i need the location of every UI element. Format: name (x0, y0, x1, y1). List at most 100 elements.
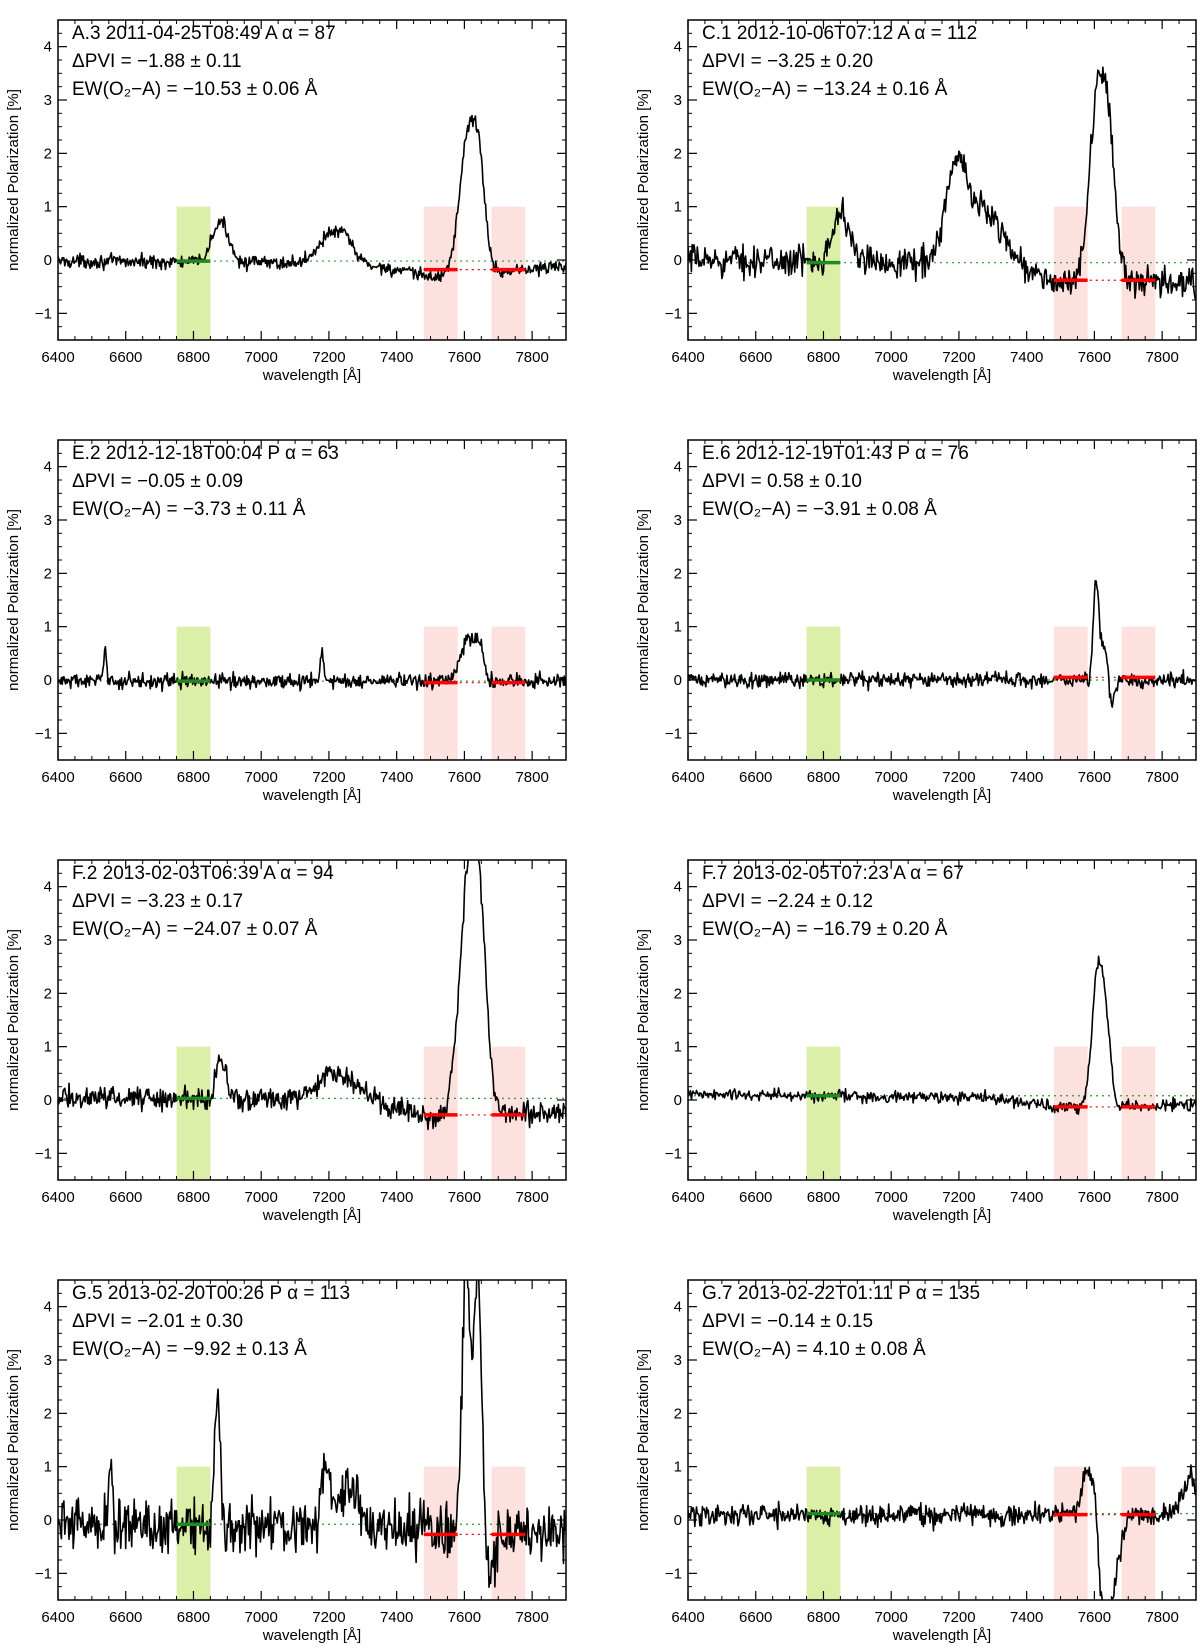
chart-panel-F.2: 6400 6600 6800 7000 7200 7400 7600 7800 −1 0 1 2 3 4 w… (5, 859, 567, 1224)
continuum-band-2 (1121, 626, 1156, 760)
x-tick-label: 7600 (448, 769, 481, 786)
y-tick-label: 3 (44, 1352, 52, 1369)
y-tick-label: 0 (44, 672, 52, 689)
x-tick-label: 6600 (739, 769, 772, 786)
y-tick-label: 3 (674, 1352, 682, 1369)
annotation-header: G.5 2013-02-20T00:26 P α = 113 (72, 1283, 350, 1304)
spectrum-series (688, 1464, 1196, 1600)
x-tick-label: 7000 (245, 1189, 278, 1206)
y-axis-label: normalized Polarization [%] (635, 1349, 652, 1531)
chart-panel-G.5: 6400 6600 6800 7000 7200 7400 7600 7800 −1 0 1 2 3 4 w… (5, 1279, 567, 1644)
x-axis-label: wavelength [Å] (892, 1627, 991, 1644)
y-tick-label: 1 (674, 1459, 682, 1476)
x-tick-label: 6400 (41, 1609, 74, 1626)
x-tick-label: 7200 (312, 769, 345, 786)
annotation-header: G.7 2013-02-22T01:11 P α = 135 (702, 1283, 980, 1304)
x-tick-label: 7400 (1010, 1189, 1043, 1206)
spectrum-series (688, 955, 1196, 1116)
annotation-ew: EW(O₂−A) = −9.92 ± 0.13 Å (72, 1339, 307, 1360)
x-tick-label: 6600 (739, 1189, 772, 1206)
x-tick-label: 6800 (177, 349, 210, 366)
x-tick-label: 7600 (448, 349, 481, 366)
y-tick-label: 1 (44, 619, 52, 636)
x-tick-label: 6800 (807, 349, 840, 366)
annotation-ew: EW(O₂−A) = −16.79 ± 0.20 Å (702, 919, 948, 940)
annotation-pvi: ΔPVI = −0.05 ± 0.09 (72, 471, 243, 492)
x-axis-label: wavelength [Å] (262, 787, 361, 804)
continuum-band-2 (1121, 1466, 1156, 1600)
x-tick-label: 7600 (1078, 1609, 1111, 1626)
annotation-header: C.1 2012-10-06T07:12 A α = 112 (702, 23, 977, 44)
annotation-ew: EW(O₂−A) = −3.73 ± 0.11 Å (72, 499, 306, 520)
chart-panel-G.7: 6400 6600 6800 7000 7200 7400 7600 7800 −1 0 1 2 3 4 w… (635, 1279, 1197, 1644)
x-tick-label: 6400 (671, 349, 704, 366)
x-tick-label: 6600 (109, 349, 142, 366)
x-tick-label: 6800 (807, 1189, 840, 1206)
continuum-band-1 (1053, 1046, 1088, 1180)
x-tick-label: 7400 (1010, 1609, 1043, 1626)
x-tick-label: 6400 (41, 1189, 74, 1206)
x-axis-label: wavelength [Å] (262, 367, 361, 384)
x-tick-label: 7000 (245, 769, 278, 786)
x-tick-label: 7400 (1010, 769, 1043, 786)
spectrum-series (688, 580, 1196, 708)
continuum-band-0 (806, 626, 841, 760)
y-tick-label: −1 (665, 725, 682, 742)
y-tick-label: 3 (44, 932, 52, 949)
annotation-pvi: ΔPVI = 0.58 ± 0.10 (702, 471, 862, 492)
y-tick-label: 0 (674, 252, 682, 269)
annotation-ew: EW(O₂−A) = −13.24 ± 0.16 Å (702, 79, 948, 100)
x-tick-label: 7400 (380, 349, 413, 366)
annotation-header: A.3 2011-04-25T08:49 A α = 87 (72, 23, 336, 44)
x-axis-label: wavelength [Å] (892, 367, 991, 384)
y-tick-label: 2 (44, 565, 52, 582)
x-tick-label: 6600 (109, 1189, 142, 1206)
y-tick-label: 4 (674, 879, 682, 896)
continuum-band-1 (423, 626, 458, 760)
y-tick-label: 2 (674, 1405, 682, 1422)
y-axis-label: normalized Polarization [%] (635, 929, 652, 1111)
x-tick-label: 7800 (1145, 769, 1178, 786)
spectrum-series (58, 860, 566, 1131)
x-tick-label: 7200 (312, 1609, 345, 1626)
x-tick-label: 7800 (1145, 1609, 1178, 1626)
continuum-band-2 (491, 626, 526, 760)
y-axis-label: normalized Polarization [%] (5, 89, 22, 271)
annotation-pvi: ΔPVI = −0.14 ± 0.15 (702, 1311, 873, 1332)
x-tick-label: 7000 (245, 349, 278, 366)
x-tick-label: 7200 (942, 1609, 975, 1626)
x-tick-label: 6400 (671, 1189, 704, 1206)
y-tick-label: −1 (35, 725, 52, 742)
x-tick-label: 6800 (177, 1609, 210, 1626)
x-tick-label: 6400 (671, 1609, 704, 1626)
y-tick-label: 0 (674, 672, 682, 689)
annotation-pvi: ΔPVI = −2.24 ± 0.12 (702, 891, 873, 912)
annotation-header: E.6 2012-12-19T01:43 P α = 76 (702, 443, 969, 464)
x-tick-label: 7600 (1078, 1189, 1111, 1206)
y-tick-label: 2 (44, 145, 52, 162)
x-axis-label: wavelength [Å] (262, 1627, 361, 1644)
x-tick-label: 6800 (807, 1609, 840, 1626)
y-tick-label: 1 (674, 199, 682, 216)
y-tick-label: −1 (665, 1565, 682, 1582)
x-tick-label: 6400 (671, 769, 704, 786)
chart-panel-E.6: 6400 6600 6800 7000 7200 7400 7600 7800 −1 0 1 2 3 4 w… (635, 439, 1197, 804)
annotation-ew: EW(O₂−A) = −24.07 ± 0.07 Å (72, 919, 318, 940)
x-axis-label: wavelength [Å] (892, 1207, 991, 1224)
y-tick-label: 1 (44, 1459, 52, 1476)
y-tick-label: −1 (35, 305, 52, 322)
annotation-header: F.7 2013-02-05T07:23 A α = 67 (702, 863, 964, 884)
y-tick-label: 2 (674, 145, 682, 162)
x-axis-label: wavelength [Å] (892, 787, 991, 804)
continuum-band-1 (1053, 626, 1088, 760)
continuum-band-0 (176, 626, 211, 760)
y-axis-label: normalized Polarization [%] (5, 929, 22, 1111)
x-tick-label: 7200 (312, 1189, 345, 1206)
continuum-band-0 (176, 206, 211, 340)
y-tick-label: 1 (44, 1039, 52, 1056)
x-tick-label: 7600 (448, 1189, 481, 1206)
x-tick-label: 7000 (875, 1609, 908, 1626)
x-tick-label: 7200 (942, 1189, 975, 1206)
y-axis-label: normalized Polarization [%] (635, 509, 652, 691)
